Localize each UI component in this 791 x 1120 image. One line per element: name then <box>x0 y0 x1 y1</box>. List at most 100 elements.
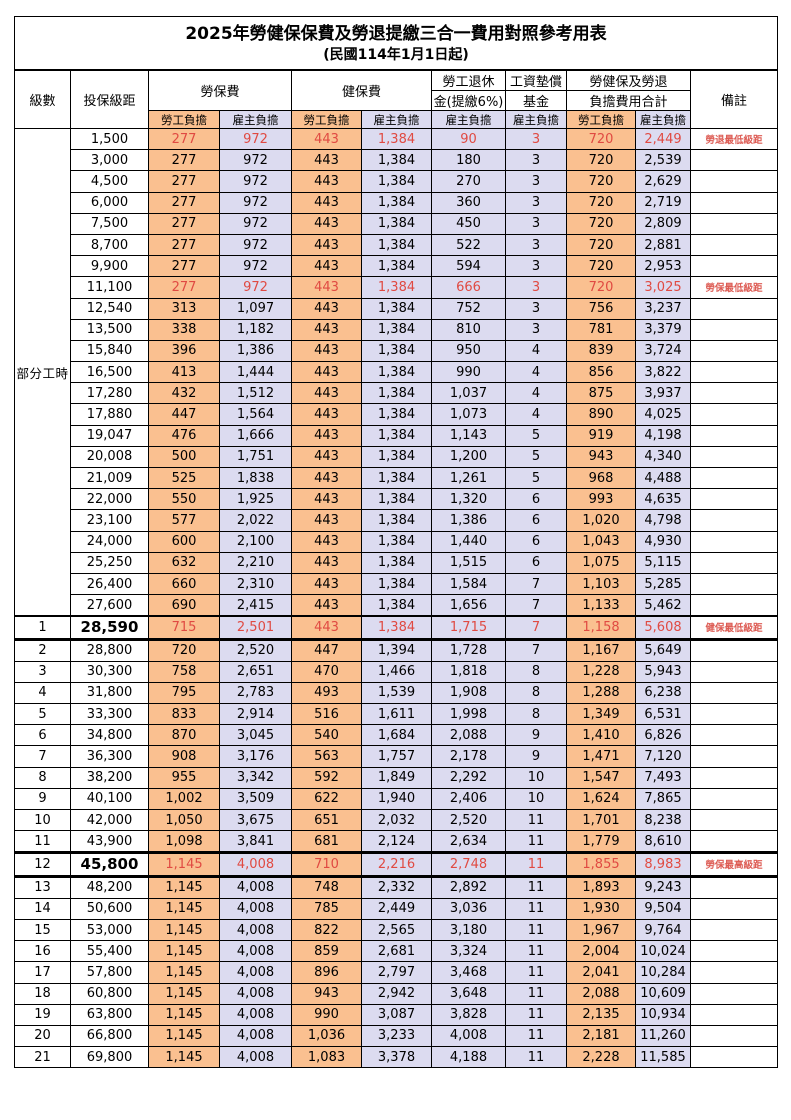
cell-health-employer: 1,384 <box>361 127 432 151</box>
cell-labor-employer: 3,176 <box>219 745 292 768</box>
header-labor-insurance: 勞保費 <box>148 69 292 111</box>
cell-wage-fund-employer: 3 <box>505 127 567 151</box>
table-row: 10 42,000 1,050 3,675 651 2,032 2,520 11 1,701 8,… <box>14 808 779 832</box>
header-pension-line1: 勞工退休 <box>431 69 506 91</box>
cell-remark <box>689 297 779 320</box>
cell-bracket: 63,800 <box>70 1003 149 1026</box>
cell-remark <box>689 233 779 257</box>
cell-health-employer: 2,332 <box>361 875 432 899</box>
cell-remark <box>689 191 779 214</box>
cell-level: 8 <box>14 766 71 789</box>
cell-health-employer: 1,466 <box>361 660 432 683</box>
cell-pension-employer: 4,188 <box>431 1046 506 1069</box>
cell-remark <box>689 170 779 193</box>
cell-remark <box>689 509 779 532</box>
table-row: 14 50,600 1,145 4,008 785 2,449 3,036 11 1,930 9,… <box>14 897 779 920</box>
cell-health-employee: 443 <box>291 170 362 193</box>
cell-pension-employer: 2,634 <box>431 830 506 854</box>
cell-health-employer: 1,940 <box>361 787 432 811</box>
table-row: 17 57,800 1,145 4,008 896 2,797 3,468 11 2,041 10… <box>14 961 779 984</box>
cell-remark <box>689 897 779 920</box>
cell-total-employer: 2,539 <box>635 149 691 172</box>
cell-total-employer: 3,724 <box>635 339 691 363</box>
table-row: 26,400 660 2,310 443 1,384 1,584 7 1,103 5,285 <box>15 572 779 596</box>
header-total-employee: 勞工負擔 <box>566 110 636 129</box>
cell-labor-employee: 955 <box>148 766 220 789</box>
cell-health-employee: 540 <box>291 724 362 747</box>
cell-labor-employee: 277 <box>148 170 220 193</box>
cell-bracket: 23,100 <box>70 509 149 532</box>
cell-labor-employee: 1,145 <box>148 897 220 920</box>
cell-labor-employer: 972 <box>219 170 292 193</box>
table-row: 12 45,800 1,145 4,008 710 2,216 2,748 11 1,855 8,… <box>14 851 779 878</box>
cell-labor-employer: 4,008 <box>219 1003 292 1026</box>
cell-wage-fund-employer: 6 <box>505 509 567 532</box>
cell-level: 14 <box>14 897 71 920</box>
cell-health-employer: 2,449 <box>361 897 432 920</box>
cell-total-employer: 11,260 <box>635 1024 691 1048</box>
cell-level: 7 <box>14 745 71 768</box>
cell-total-employee: 720 <box>566 170 636 193</box>
cell-health-employer: 1,384 <box>361 572 432 596</box>
cell-total-employee: 1,471 <box>566 745 636 768</box>
table-row: 20,008 500 1,751 443 1,384 1,200 5 943 4,340 <box>15 445 779 469</box>
cell-health-employee: 443 <box>291 212 362 235</box>
cell-total-employer: 2,881 <box>635 233 691 257</box>
cell-wage-fund-employer: 3 <box>505 212 567 235</box>
table-row: 21,009 525 1,838 443 1,384 1,261 5 968 4,488 <box>15 466 779 490</box>
cell-wage-fund-employer: 11 <box>505 982 567 1005</box>
cell-labor-employer: 1,925 <box>219 488 292 511</box>
table-row: 20 66,800 1,145 4,008 1,036 3,233 4,008 11 2,181… <box>14 1024 779 1048</box>
cell-remark <box>689 875 779 899</box>
table-row: 9 40,100 1,002 3,509 622 1,940 2,406 10 1,624 7,8… <box>14 787 779 811</box>
cell-wage-fund-employer: 5 <box>505 445 567 469</box>
cell-pension-employer: 2,892 <box>431 875 506 899</box>
cell-wage-fund-employer: 7 <box>505 615 567 641</box>
cell-bracket: 8,700 <box>70 233 149 257</box>
cell-total-employer: 5,462 <box>635 594 691 617</box>
cell-wage-fund-employer: 4 <box>505 339 567 363</box>
table-row: 6,000 277 972 443 1,384 360 3 720 2,719 <box>15 191 779 214</box>
cell-health-employee: 443 <box>291 615 362 641</box>
cell-total-employee: 720 <box>566 149 636 172</box>
cell-health-employer: 1,384 <box>361 170 432 193</box>
cell-total-employer: 8,983 <box>635 851 691 878</box>
cell-labor-employer: 972 <box>219 233 292 257</box>
cell-health-employee: 651 <box>291 808 362 832</box>
cell-wage-fund-employer: 3 <box>505 276 567 299</box>
cell-health-employee: 443 <box>291 403 362 426</box>
cell-labor-employee: 720 <box>148 638 220 662</box>
cell-health-employer: 1,384 <box>361 255 432 278</box>
cell-pension-employer: 1,908 <box>431 681 506 705</box>
cell-health-employee: 710 <box>291 851 362 878</box>
cell-health-employee: 443 <box>291 127 362 151</box>
fee-table: 2025年勞健保保費及勞退提繳三合一費用對照參考用表 (民國114年1月1日起)… <box>13 16 779 1069</box>
cell-health-employee: 443 <box>291 488 362 511</box>
cell-bracket: 69,800 <box>70 1046 149 1069</box>
cell-total-employer: 3,025 <box>635 276 691 299</box>
table-row: 16 55,400 1,145 4,008 859 2,681 3,324 11 2,004 10… <box>14 940 779 963</box>
cell-wage-fund-employer: 11 <box>505 961 567 984</box>
cell-health-employer: 1,384 <box>361 615 432 641</box>
header-total-line2: 負擔費用合計 <box>566 90 691 111</box>
cell-health-employer: 2,565 <box>361 918 432 942</box>
cell-health-employer: 1,384 <box>361 339 432 363</box>
cell-health-employer: 1,384 <box>361 233 432 257</box>
cell-health-employee: 443 <box>291 149 362 172</box>
cell-labor-employee: 550 <box>148 488 220 511</box>
header-total-employer: 雇主負擔 <box>635 110 691 129</box>
cell-bracket: 22,000 <box>70 488 149 511</box>
cell-labor-employee: 690 <box>148 594 220 617</box>
cell-health-employee: 443 <box>291 551 362 574</box>
cell-wage-fund-employer: 5 <box>505 466 567 490</box>
table-row: 17,880 447 1,564 443 1,384 1,073 4 890 4,025 <box>15 403 779 426</box>
cell-total-employer: 2,449 <box>635 127 691 151</box>
cell-health-employer: 1,684 <box>361 724 432 747</box>
cell-labor-employee: 1,145 <box>148 851 220 878</box>
cell-pension-employer: 1,818 <box>431 660 506 683</box>
cell-bracket: 42,000 <box>70 808 149 832</box>
cell-labor-employer: 3,342 <box>219 766 292 789</box>
cell-bracket: 17,280 <box>70 382 149 405</box>
cell-wage-fund-employer: 11 <box>505 1024 567 1048</box>
cell-total-employee: 1,349 <box>566 703 636 726</box>
